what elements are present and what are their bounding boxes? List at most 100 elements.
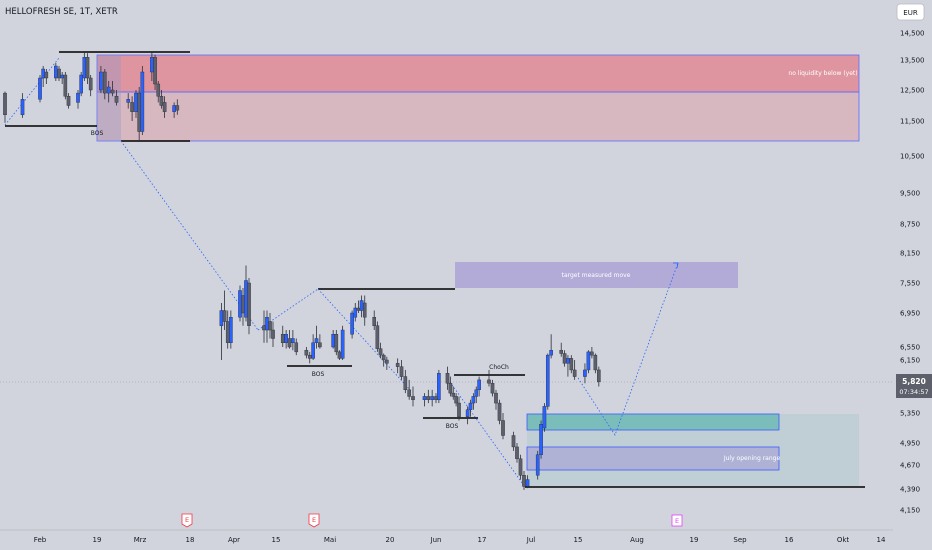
x-tick-label: Jun [430, 536, 442, 544]
candle-body [399, 366, 404, 377]
x-tick-label: Feb [34, 536, 47, 544]
candle-body [597, 369, 601, 383]
candle-body [247, 282, 251, 326]
y-tick-label: 14,500 [900, 30, 925, 38]
candle-body [244, 280, 248, 318]
x-tick-label: Jul [526, 536, 536, 544]
path-crash [120, 140, 259, 331]
price-axis-background [893, 0, 932, 530]
earnings-marker-icon [671, 514, 683, 527]
path-to-low [449, 381, 526, 488]
earnings-marker-1[interactable]: E [181, 513, 193, 528]
label-choch: ChoCh [489, 364, 509, 371]
x-tick-label: Sep [733, 536, 747, 544]
candle-body [511, 435, 516, 448]
x-tick-label: Aug [630, 536, 644, 544]
candle-body [359, 300, 364, 311]
candle-body [454, 396, 458, 404]
time-axis[interactable]: Feb 19 Mrz 18 Apr 15 Mai 20 Jun 17 Jul 15 Aug 19 Sep 16… [0, 529, 893, 544]
x-tick-label: 15 [272, 536, 281, 544]
x-tick-label: Mai [324, 536, 336, 544]
y-tick-label: 6,950 [900, 310, 920, 318]
candle-body [159, 95, 164, 106]
label-target-move: target measured move [562, 272, 631, 279]
candle-body [340, 329, 345, 359]
x-tick-label: 19 [690, 536, 699, 544]
candles-layer [3, 51, 601, 490]
last-price-value: 5,820 [902, 377, 926, 386]
candle-body [304, 350, 309, 356]
earnings-marker-icon [308, 513, 320, 528]
label-bos-3: BOS [446, 423, 459, 430]
projection-path [577, 262, 679, 436]
zones-layer [96, 54, 860, 486]
candle-body [525, 479, 530, 487]
candle-body [307, 354, 312, 359]
candle-body [403, 376, 408, 391]
y-tick-label: 6,550 [900, 344, 920, 352]
candle-body [407, 389, 411, 397]
y-tick-label: 11,500 [900, 118, 925, 126]
y-tick-label: 4,390 [900, 486, 920, 494]
y-tick-label: 10,500 [900, 153, 925, 161]
path-decline [317, 288, 413, 393]
candle-body [238, 290, 242, 318]
earnings-marker-3[interactable]: E [671, 514, 683, 527]
zone-demand [526, 413, 780, 431]
y-tick-label: 4,150 [900, 507, 920, 515]
countdown-timer: 07:34:57 [899, 388, 928, 396]
candle-body [3, 92, 7, 115]
candle-body [590, 351, 594, 356]
x-tick-label: 14 [877, 536, 886, 544]
candle-body [451, 392, 456, 397]
candle-body [593, 354, 598, 371]
candle-body [385, 359, 389, 364]
x-tick-label: 15 [574, 536, 583, 544]
candle-body [225, 321, 230, 343]
x-tick-label: 17 [478, 536, 487, 544]
candle-body [268, 321, 272, 331]
candle-body [20, 99, 25, 116]
candle-body [501, 420, 505, 436]
candle-body [79, 74, 83, 94]
candle-body [175, 105, 180, 111]
candle-body [137, 92, 141, 132]
candle-body [562, 353, 567, 364]
candle-body [172, 105, 176, 112]
y-ticks-layer: 14,500 13,500 12,500 11,500 10,500 9,500 8,750… [900, 30, 925, 515]
currency-button[interactable]: EUR [896, 3, 925, 21]
candle-body [66, 95, 71, 106]
candle-body [63, 74, 68, 97]
zone-no-liquidity-lower [96, 91, 860, 142]
candle-body [381, 354, 386, 361]
candle-body [44, 71, 49, 79]
candle-body [522, 475, 526, 487]
candle-body [262, 325, 266, 331]
earnings-marker-2[interactable]: E [308, 513, 320, 528]
candle-body [311, 342, 315, 359]
x-tick-label: 18 [186, 536, 195, 544]
earnings-marker-label: E [312, 516, 316, 524]
price-axis[interactable]: 14,500 13,500 12,500 11,500 10,500 9,500 8,750… [893, 0, 932, 530]
candle-body [545, 354, 550, 407]
candle-body [494, 392, 498, 404]
candle-body [395, 363, 400, 367]
candle-body [448, 382, 453, 394]
candle-body [294, 342, 299, 353]
candle-body [586, 351, 591, 371]
earnings-marker-icon [181, 513, 193, 528]
x-tick-label: 19 [93, 536, 102, 544]
labels-layer: no liquidity below (yet) target measured … [91, 70, 858, 462]
zone-july-range-bg [527, 414, 859, 486]
candle-body [106, 86, 111, 94]
candle-body [583, 369, 587, 377]
y-tick-label: 8,150 [900, 250, 920, 258]
candle-body [331, 334, 335, 348]
candle-body [134, 92, 138, 112]
earnings-marker-label: E [675, 517, 679, 525]
projection-arrow-head [673, 262, 679, 269]
candle-body [60, 74, 64, 79]
candle-body [362, 302, 367, 318]
y-tick-label: 13,500 [900, 57, 925, 65]
